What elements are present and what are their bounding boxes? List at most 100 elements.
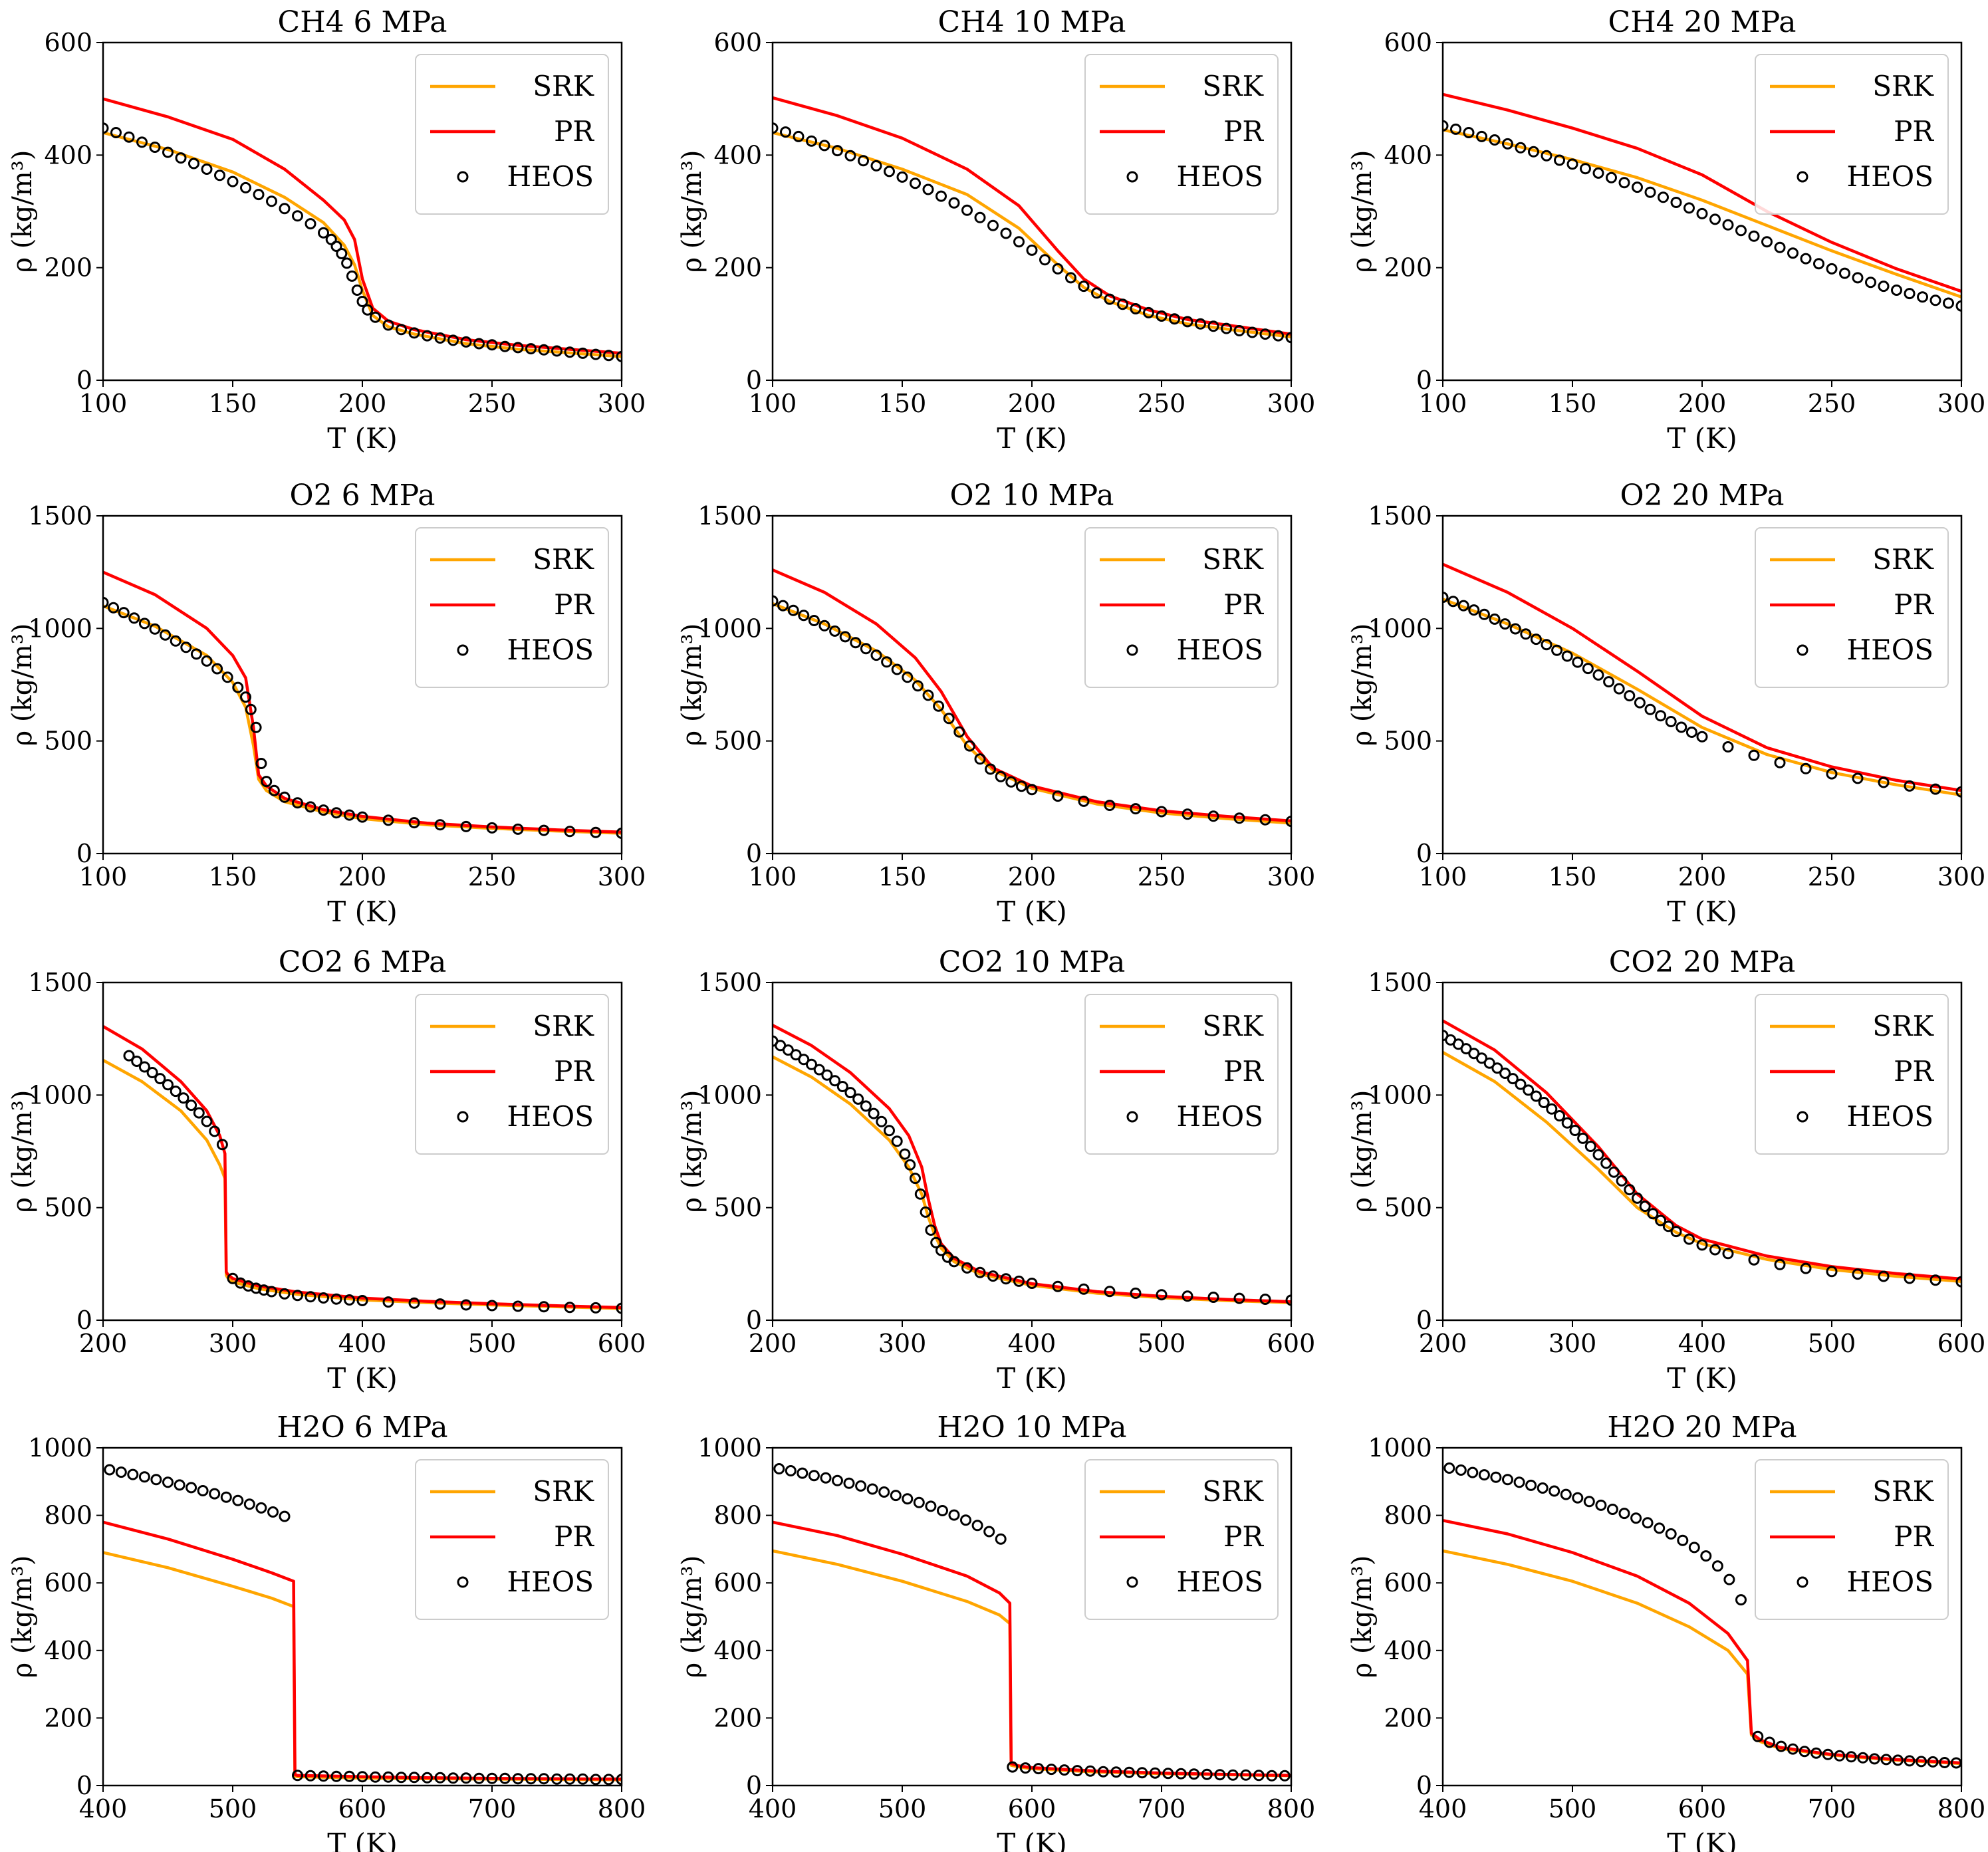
- x-tick-label: 200: [1008, 862, 1056, 891]
- legend-swatch-heos: [457, 644, 469, 656]
- heos-point: [253, 189, 265, 201]
- heos-point: [808, 1470, 820, 1482]
- legend-label-heos: HEOS: [507, 1100, 594, 1133]
- x-tick-label: 300: [598, 862, 646, 891]
- heos-point: [551, 1773, 562, 1785]
- heos-point: [1670, 1226, 1682, 1238]
- legend-label-srk: SRK: [1872, 543, 1934, 576]
- heos-point: [813, 1064, 825, 1076]
- heos-point: [1130, 1287, 1142, 1299]
- subplot-7: CO2 6 MPa 200 300 400 500 600 0 500 1000 1500 T (K…: [7, 945, 646, 1395]
- heos-point: [860, 1100, 872, 1112]
- y-axis-label: ρ (kg/m³): [1347, 1556, 1378, 1678]
- y-tick-label: 600: [1384, 1568, 1432, 1597]
- heos-point: [305, 1291, 316, 1303]
- heos-point: [460, 336, 472, 348]
- heos-point: [1447, 596, 1459, 608]
- heos-point: [910, 1173, 921, 1185]
- y-tick-label: 400: [44, 140, 92, 170]
- heos-point: [855, 1480, 867, 1492]
- heos-point: [1052, 263, 1064, 275]
- heos-point: [1541, 639, 1553, 651]
- y-tick-label: 1000: [697, 1433, 762, 1462]
- heos-point: [1878, 1270, 1890, 1282]
- heos-point: [1722, 1248, 1734, 1260]
- heos-point: [1156, 310, 1168, 322]
- heos-point: [538, 1773, 550, 1785]
- heos-point: [193, 1107, 205, 1119]
- heos-point: [1822, 1748, 1834, 1760]
- heos-point: [1207, 320, 1219, 332]
- x-tick-label: 400: [749, 1794, 797, 1823]
- heos-point: [884, 166, 895, 177]
- heos-point: [1490, 1471, 1502, 1483]
- heos-point: [1015, 780, 1027, 792]
- heos-point: [1735, 1594, 1747, 1606]
- subplot-title: H2O 20 MPa: [1607, 1411, 1797, 1445]
- plot-area: [773, 96, 1291, 344]
- subplot-title: O2 20 MPa: [1620, 479, 1785, 513]
- legend: SRK PR HEOS: [1084, 994, 1279, 1155]
- heos-point: [1600, 1157, 1612, 1169]
- legend: SRK PR HEOS: [1755, 54, 1949, 215]
- y-tick-label: 0: [76, 1771, 92, 1800]
- y-tick-label: 400: [713, 1636, 762, 1665]
- subplot-9: CO2 20 MPa 200 300 400 500 600 0 500 1000 1500 T (…: [1347, 945, 1985, 1395]
- heos-point: [577, 347, 588, 359]
- heos-point: [935, 190, 947, 202]
- heos-point: [866, 1483, 878, 1495]
- heos-point: [1546, 1103, 1558, 1115]
- heos-point: [1787, 1743, 1799, 1755]
- heos-point: [1927, 1756, 1939, 1768]
- subplot-1: CH4 6 MPa 100 150 200 250 300 0 200 400 600 T (K) ρ…: [7, 5, 646, 455]
- legend-box: [1084, 527, 1279, 688]
- heos-point: [1104, 1286, 1116, 1298]
- heos-point: [123, 131, 135, 143]
- heos-point: [974, 753, 986, 765]
- x-tick-label: 400: [1008, 1329, 1056, 1358]
- legend-label-srk: SRK: [1202, 543, 1264, 576]
- heos-point: [180, 641, 192, 653]
- subplot-8: CO2 10 MPa 200 300 400 500 600 0 500 1000 1500 T (…: [677, 945, 1315, 1395]
- heos-point: [1592, 1149, 1604, 1161]
- heos-point: [525, 1773, 537, 1785]
- heos-point: [396, 1772, 407, 1784]
- heos-point: [798, 610, 810, 622]
- x-axis-label: T (K): [1667, 895, 1737, 928]
- heos-point: [1683, 202, 1695, 214]
- heos-point: [170, 1086, 182, 1098]
- heos-point: [832, 1474, 843, 1486]
- x-tick-label: 800: [1937, 1794, 1986, 1823]
- x-tick-label: 150: [1549, 389, 1597, 418]
- heos-point: [858, 155, 869, 167]
- heos-point: [1774, 1258, 1786, 1270]
- heos-point: [408, 1772, 420, 1784]
- subplot-5: O2 10 MPa 100 150 200 250 300 0 500 1000 1500 T (K…: [677, 479, 1315, 928]
- heos-point: [1595, 1499, 1607, 1511]
- y-tick-label: 0: [746, 839, 762, 868]
- heos-point: [1670, 197, 1682, 208]
- legend-box: [1755, 994, 1949, 1155]
- heos-point: [460, 1299, 472, 1311]
- heos-point: [820, 1472, 832, 1484]
- heos-point: [1868, 1753, 1880, 1765]
- y-tick-label: 1000: [28, 1080, 92, 1109]
- heos-point: [1561, 1117, 1573, 1129]
- heos-point: [1525, 1479, 1537, 1491]
- heos-point: [590, 1774, 602, 1786]
- heos-point: [937, 1505, 948, 1516]
- y-tick-label: 1000: [1368, 1080, 1432, 1109]
- y-tick-label: 1000: [28, 1433, 92, 1462]
- legend-swatch-heos: [1126, 171, 1138, 183]
- heos-point: [1709, 213, 1721, 225]
- heos-point: [1852, 1268, 1864, 1280]
- y-tick-label: 1000: [1368, 614, 1432, 643]
- x-tick-label: 600: [1937, 1329, 1986, 1358]
- heos-point: [1541, 150, 1553, 162]
- series-line-srk: [773, 602, 1291, 825]
- heos-point: [1561, 650, 1573, 662]
- heos-point: [987, 1270, 999, 1282]
- heos-point: [1233, 325, 1245, 336]
- heos-point: [890, 1490, 902, 1502]
- heos-point: [382, 1296, 394, 1308]
